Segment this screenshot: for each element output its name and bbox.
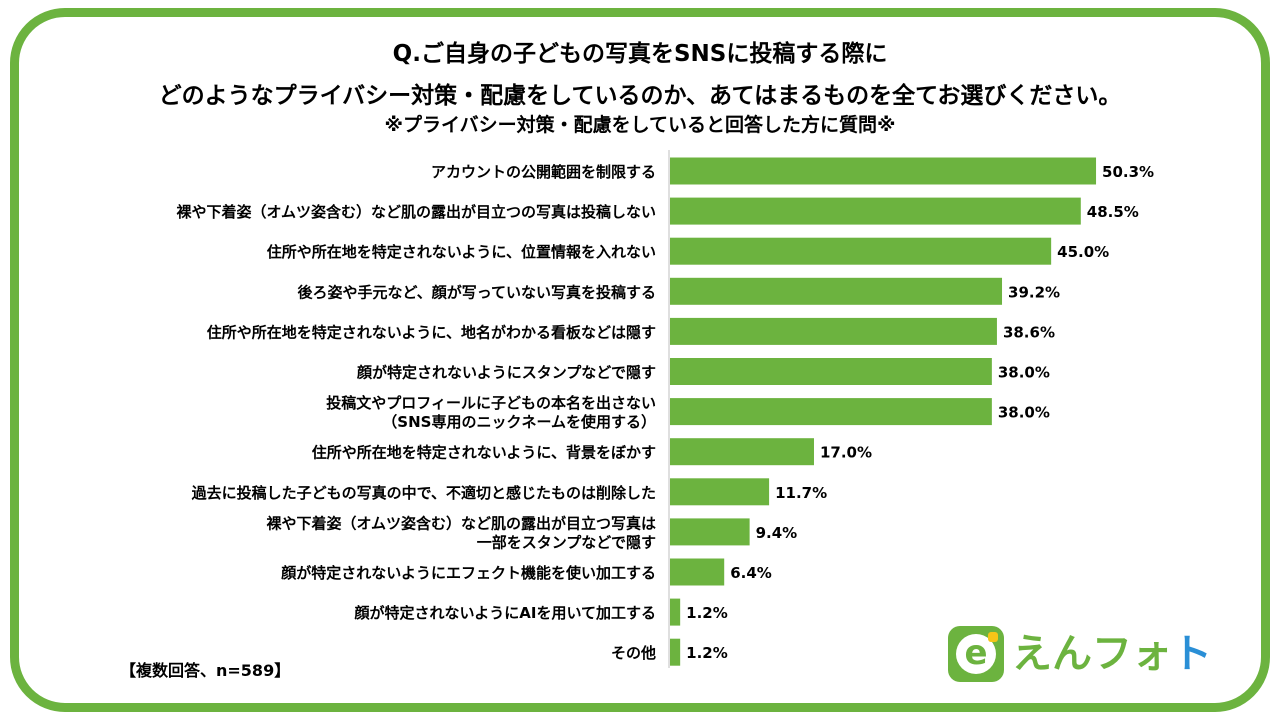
value-label: 48.5%: [1087, 203, 1139, 221]
enphoto-logo: e えんフォト: [948, 626, 1212, 684]
bar: [670, 317, 997, 345]
logo-dot-icon: [988, 632, 998, 642]
category-label: 一部をスタンプなどで隠す: [477, 533, 656, 551]
logo-text-part3: ト: [1172, 631, 1212, 677]
category-label: （SNS専用のニックネームを使用する）: [382, 413, 656, 431]
value-label: 9.4%: [756, 524, 798, 542]
value-label: 11.7%: [775, 484, 827, 502]
value-label: 38.6%: [1003, 323, 1055, 341]
value-label: 1.2%: [686, 604, 728, 622]
value-label: 38.0%: [998, 364, 1050, 382]
category-label: 後ろ姿や手元など、顔が写っていない写真を投稿する: [296, 283, 656, 301]
value-label: 39.2%: [1008, 283, 1060, 301]
category-label: 住所や所在地を特定されないように、背景をぼかす: [312, 444, 656, 462]
bar: [670, 638, 681, 666]
category-label: 住所や所在地を特定されないように、位置情報を入れない: [267, 243, 656, 261]
chart-title-line-1: Q.ご自身の子どもの写真をSNSに投稿する際に: [392, 41, 888, 67]
logo-badge-icon: e: [948, 626, 1004, 682]
bar: [670, 558, 725, 586]
bar: [670, 358, 992, 385]
logo-text: えんフォト: [1012, 628, 1212, 680]
category-label: 住所や所在地を特定されないように、地名がわかる看板などは隠す: [207, 323, 656, 341]
category-label: 顔が特定されないようにエフェクト機能を使い加工する: [280, 564, 656, 582]
value-label: 1.2%: [686, 644, 728, 662]
value-label: 50.3%: [1102, 163, 1154, 181]
value-label: 6.4%: [730, 564, 772, 582]
logo-text-part2: フォ: [1092, 631, 1172, 677]
category-label: 裸や下着姿（オムツ姿含む）など肌の露出が目立つの写真は投稿しない: [176, 203, 656, 221]
value-label: 17.0%: [820, 444, 872, 462]
category-label: その他: [611, 644, 656, 662]
bar: [670, 438, 814, 466]
chart-frame: [10, 8, 1270, 712]
category-label: 顔が特定されないようにAIを用いて加工する: [354, 604, 656, 622]
bar: [670, 398, 992, 426]
bar: [670, 518, 750, 546]
bar: [670, 237, 1052, 265]
logo-letter: e: [956, 634, 996, 674]
bar: [670, 157, 1097, 185]
category-label: 投稿文やプロフィールに子どもの本名を出さない: [326, 394, 656, 412]
value-label: 38.0%: [998, 404, 1050, 422]
response-note: 【複数回答、n=589】: [120, 661, 291, 680]
chart-subtitle: ※プライバシー対策・配慮をしていると回答した方に質問※: [384, 114, 896, 136]
bar: [670, 478, 770, 506]
bar: [670, 197, 1081, 225]
value-label: 45.0%: [1057, 243, 1109, 261]
category-label: 顔が特定されないようにスタンプなどで隠す: [356, 364, 656, 382]
bar: [670, 598, 681, 626]
category-label: 過去に投稿した子どもの写真の中で、不適切と感じたものは削除した: [191, 484, 656, 502]
chart-title-line-2: どのようなプライバシー対策・配慮をしているのか、あてはまるものを全てお選びくださ…: [158, 83, 1122, 109]
category-label: 裸や下着姿（オムツ姿含む）など肌の露出が目立つ写真は: [266, 514, 656, 532]
bar: [670, 277, 1003, 305]
logo-text-part1: えん: [1012, 631, 1092, 677]
category-label: アカウントの公開範囲を制限する: [431, 163, 656, 181]
